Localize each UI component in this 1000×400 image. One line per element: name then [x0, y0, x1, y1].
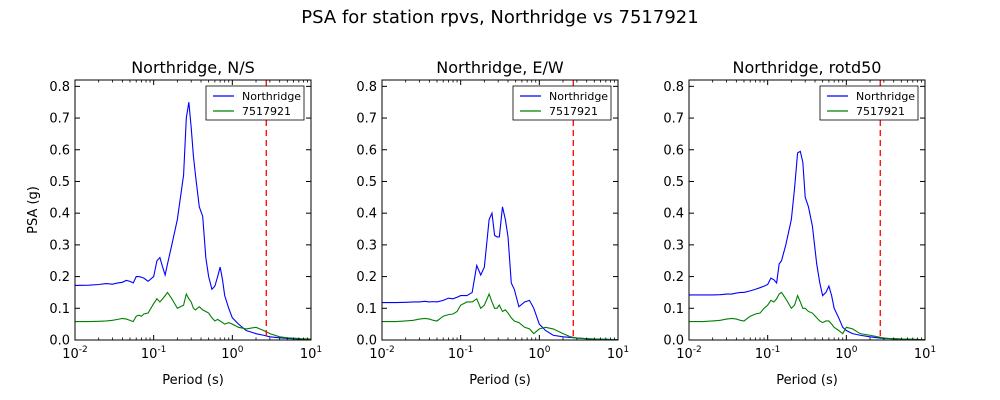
- x-tick-label: 100: [221, 345, 244, 362]
- series-line-1: [689, 150, 925, 340]
- legend: Northridge 7517921: [512, 85, 612, 121]
- legend-label-1: Northridge: [549, 90, 608, 103]
- chart-title: Northridge, rotd50: [733, 58, 882, 77]
- y-tick-label: 0.0: [663, 334, 684, 349]
- x-tick-label: 10-2: [676, 345, 702, 362]
- axes-frame: [381, 79, 619, 341]
- chart-title: Northridge, N/S: [131, 58, 255, 77]
- legend: Northridge 7517921: [819, 85, 919, 121]
- chart-panels: Northridge, N/S 0.0 0.1 0.2 0.3 0.4 0.5 0.6 0.7 0…: [26, 58, 936, 388]
- x-tick-label: 10-1: [141, 345, 167, 362]
- y-tick-label: 0.7: [356, 112, 377, 127]
- x-axis-label: Period (s): [469, 373, 531, 388]
- y-tick-label: 0.1: [356, 302, 377, 317]
- y-tick-label: 0.6: [663, 143, 684, 158]
- chart-panel-3: Northridge, rotd50 0.0 0.1 0.2 0.3 0.4 0.5 0.6 0…: [663, 58, 936, 388]
- y-tick-label: 0.8: [663, 80, 684, 95]
- series-group: [75, 80, 311, 340]
- y-tick-label: 0.5: [356, 175, 377, 190]
- y-tick-label: 0.4: [663, 207, 684, 222]
- series-line-2: [689, 291, 925, 340]
- y-tick-label: 0.7: [663, 112, 684, 127]
- legend-box: [819, 85, 919, 121]
- y-tick-label: 0.2: [49, 270, 70, 285]
- y-tick-label: 0.2: [356, 270, 377, 285]
- y-tick-label: 0.3: [356, 238, 377, 253]
- x-tick-label: 101: [607, 345, 629, 362]
- series-line-1: [382, 206, 618, 340]
- series-line-2: [75, 291, 311, 340]
- y-axis-label: PSA (g): [26, 186, 41, 234]
- series-group: [689, 80, 925, 340]
- x-axis-label: Period (s): [162, 373, 224, 388]
- y-tick-label: 0.6: [49, 143, 70, 158]
- x-axis-label: Period (s): [776, 373, 838, 388]
- y-tick-label: 0.5: [49, 175, 70, 190]
- x-tick-label: 10-1: [755, 345, 781, 362]
- axes-frame: [74, 79, 312, 341]
- series-line-2: [382, 292, 618, 340]
- axes-frame: [688, 79, 926, 341]
- legend-label-2: 7517921: [856, 105, 905, 118]
- y-tick-label: 0.4: [356, 207, 377, 222]
- chart-title: Northridge, E/W: [436, 58, 564, 77]
- figure-title: PSA for station rpvs, Northridge vs 7517…: [301, 7, 698, 28]
- y-tick-label: 0.6: [356, 143, 377, 158]
- legend-box: [205, 85, 305, 121]
- y-tick-label: 0.0: [356, 334, 377, 349]
- series-line-1: [75, 102, 311, 340]
- y-tick-label: 0.4: [49, 207, 70, 222]
- y-tick-label: 0.1: [49, 302, 70, 317]
- y-tick-label: 0.7: [49, 112, 70, 127]
- y-tick-label: 0.8: [49, 80, 70, 95]
- y-tick-label: 0.3: [49, 238, 70, 253]
- legend-box: [512, 85, 612, 121]
- legend: Northridge 7517921: [205, 85, 305, 121]
- x-tick-label: 10-1: [448, 345, 474, 362]
- x-tick-label: 10-2: [369, 345, 395, 362]
- x-tick-label: 101: [300, 345, 322, 362]
- y-tick-label: 0.0: [49, 334, 70, 349]
- legend-label-1: Northridge: [242, 90, 301, 103]
- chart-panel-2: Northridge, E/W 0.0 0.1 0.2 0.3 0.4 0.5 0.6 0.7 0…: [356, 58, 629, 388]
- legend-label-1: Northridge: [856, 90, 915, 103]
- series-group: [382, 80, 618, 340]
- y-tick-label: 0.3: [663, 238, 684, 253]
- chart-panel-1: Northridge, N/S 0.0 0.1 0.2 0.3 0.4 0.5 0.6 0.7 0…: [26, 58, 322, 388]
- x-tick-label: 100: [835, 345, 858, 362]
- legend-label-2: 7517921: [242, 105, 291, 118]
- y-tick-label: 0.1: [663, 302, 684, 317]
- y-tick-label: 0.5: [663, 175, 684, 190]
- x-tick-label: 100: [528, 345, 551, 362]
- x-tick-label: 10-2: [62, 345, 88, 362]
- y-tick-label: 0.2: [663, 270, 684, 285]
- x-tick-label: 101: [914, 345, 936, 362]
- y-tick-label: 0.8: [356, 80, 377, 95]
- legend-label-2: 7517921: [549, 105, 598, 118]
